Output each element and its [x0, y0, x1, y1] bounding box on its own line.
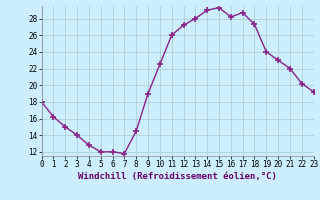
X-axis label: Windchill (Refroidissement éolien,°C): Windchill (Refroidissement éolien,°C)	[78, 172, 277, 181]
